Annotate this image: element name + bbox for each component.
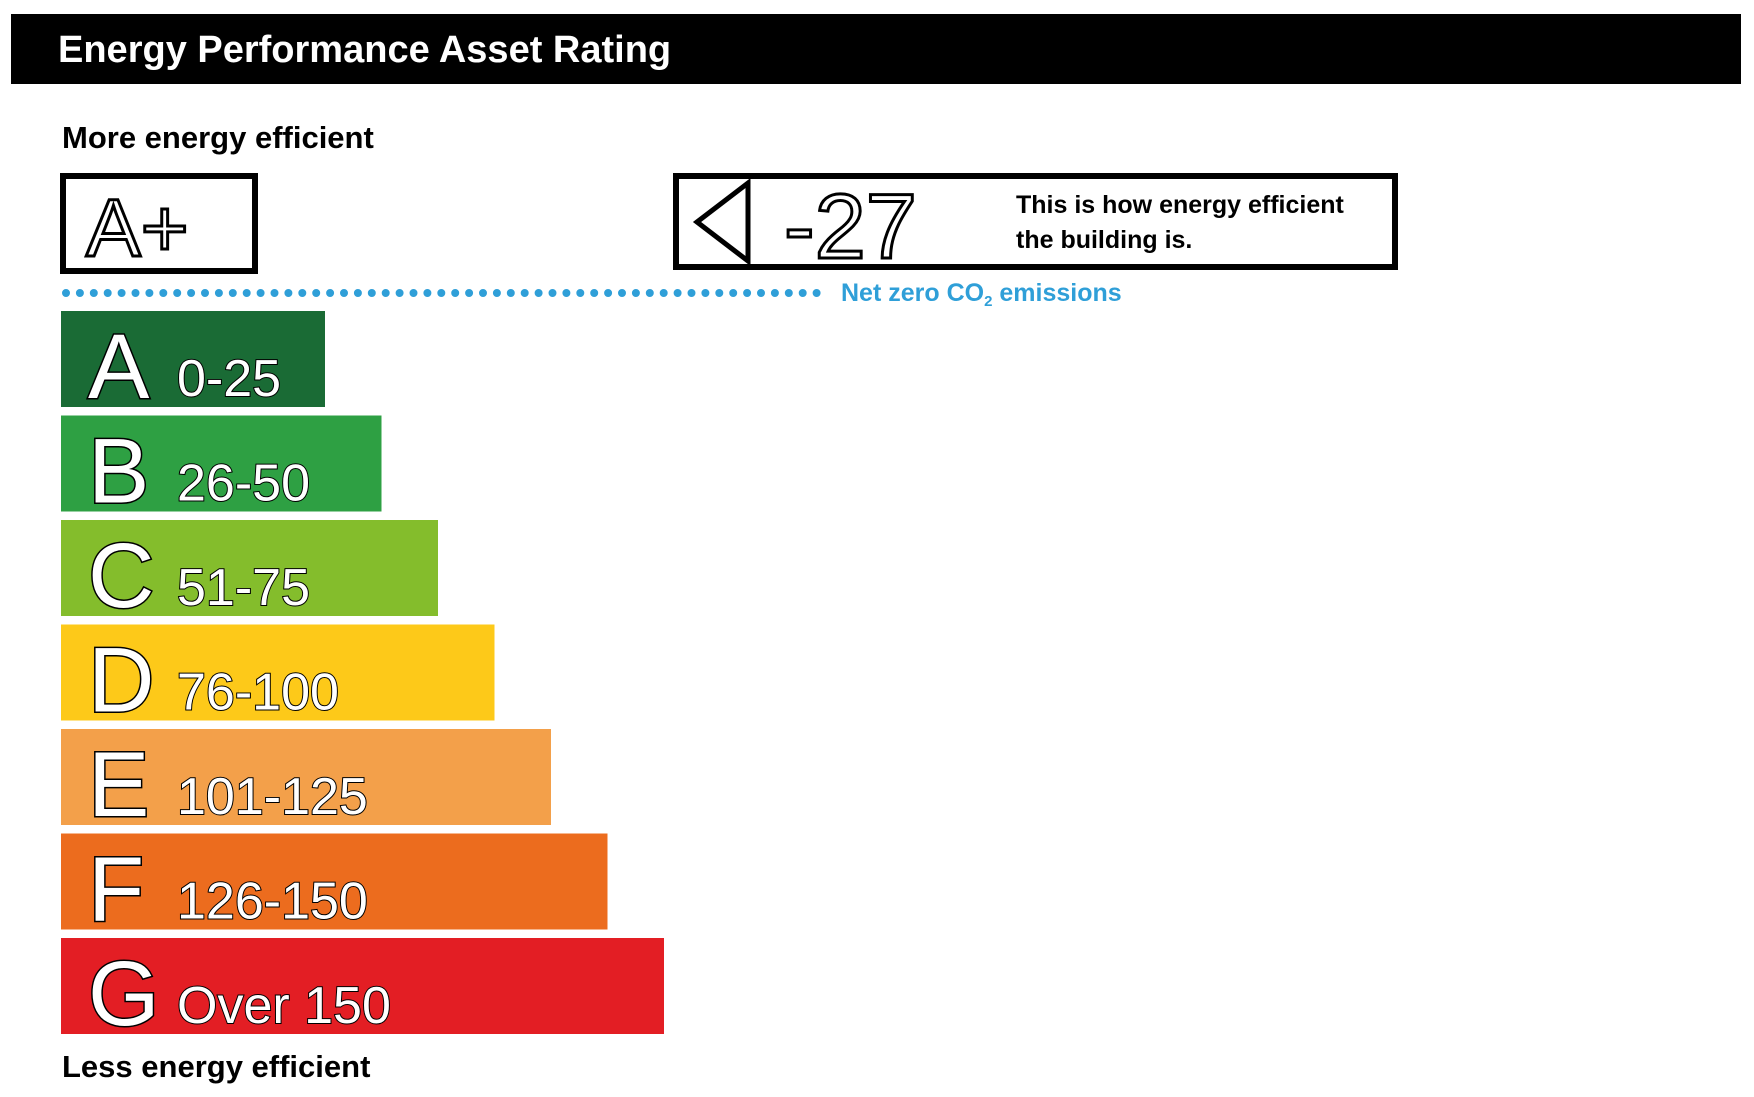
- rating-range-a: 0-25: [177, 350, 281, 408]
- rating-range-e: 101-125: [177, 768, 368, 826]
- rating-range-f: 126-150: [177, 873, 368, 931]
- rating-letter-f: F: [88, 839, 144, 941]
- rating-letter-d: D: [88, 630, 154, 732]
- rating-bar-d: [61, 624, 495, 721]
- rating-indicator-box: [673, 173, 1398, 270]
- less-efficient-label: Less energy efficient: [62, 1049, 370, 1084]
- rating-letter-a: A: [88, 316, 150, 418]
- rating-bar-c: [61, 520, 438, 616]
- rating-range-d: 76-100: [177, 664, 339, 722]
- indicator-text-line1: This is how energy efficient: [1016, 191, 1345, 219]
- rating-bar-a: [61, 311, 325, 407]
- rating-bar-b: [61, 415, 382, 512]
- rating-value: -27: [784, 176, 917, 278]
- rating-bar-f: [61, 833, 608, 930]
- header-bar: [11, 14, 1741, 84]
- indicator-text-line2: the building is.: [1016, 226, 1192, 254]
- net-zero-label: Net zero CO2 emissions: [841, 279, 1122, 310]
- aplus-box: [60, 173, 258, 274]
- page-title: Energy Performance Asset Rating: [58, 29, 671, 71]
- rating-bars: A 0-25 B 26-50 C 51-75 D 76-100 E 101-125 F 126-150…: [61, 311, 664, 1047]
- rating-letter-c: C: [88, 525, 154, 627]
- rating-range-c: 51-75: [177, 559, 310, 617]
- rating-bar-g: [61, 938, 664, 1034]
- rating-letter-e: E: [88, 734, 149, 836]
- rating-letter-b: B: [88, 421, 149, 523]
- rating-letter-g: G: [88, 943, 160, 1045]
- more-efficient-label: More energy efficient: [62, 120, 374, 155]
- pointer-arrow-icon: [692, 177, 751, 267]
- rating-range-g: Over 150: [177, 977, 391, 1035]
- rating-bar-e: [61, 729, 551, 825]
- rating-range-b: 26-50: [177, 455, 310, 513]
- aplus-label: A+: [86, 183, 189, 274]
